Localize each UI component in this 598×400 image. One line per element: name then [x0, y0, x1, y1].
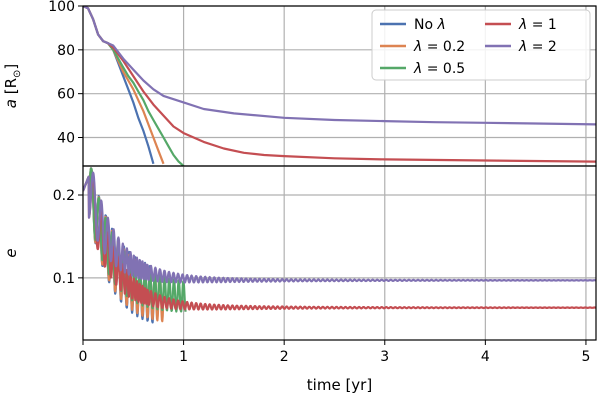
x-tick-label: 1: [179, 349, 188, 365]
series-line-lam2: [83, 171, 596, 284]
y-axis-label: e: [2, 248, 20, 257]
legend-label: No λ: [414, 17, 446, 33]
series-line-lam02: [83, 6, 165, 165]
bottom-panel-eccentricity: 0.1 0.2 e: [2, 165, 597, 341]
y-tick-label: 60: [57, 87, 75, 103]
legend: No λ λ = 0.2 λ = 0.5 λ = 1 λ = 2: [371, 9, 591, 81]
series-line-lam05: [83, 6, 185, 166]
y-tick-label: 0.1: [53, 271, 75, 287]
plot-frame: [82, 165, 597, 341]
legend-label: λ = 0.5: [413, 61, 465, 77]
x-tick-label: 4: [481, 349, 490, 365]
x-tick-label: 0: [79, 349, 88, 365]
y-axis-label: a [R⊙]: [2, 64, 23, 109]
x-tick-label: 2: [280, 349, 289, 365]
series-line-nolam: [83, 6, 155, 165]
legend-label: λ = 1: [518, 17, 557, 33]
series-line-lam2: [83, 6, 596, 126]
y-tick-label: 0.2: [53, 188, 75, 204]
x-tick-label: 5: [581, 349, 590, 365]
y-tick-label: 40: [57, 131, 75, 147]
legend-box: [371, 9, 591, 81]
legend-label: λ = 0.2: [413, 39, 465, 55]
x-tick-label: 3: [380, 349, 389, 365]
x-axis: 0 1 2 3 4 5 time [yr]: [79, 340, 590, 394]
series-line-lam1: [83, 175, 596, 311]
x-axis-label: time [yr]: [307, 376, 372, 394]
y-tick-label: 100: [48, 0, 75, 15]
y-tick-label: 80: [57, 43, 75, 59]
legend-label: λ = 2: [518, 39, 557, 55]
